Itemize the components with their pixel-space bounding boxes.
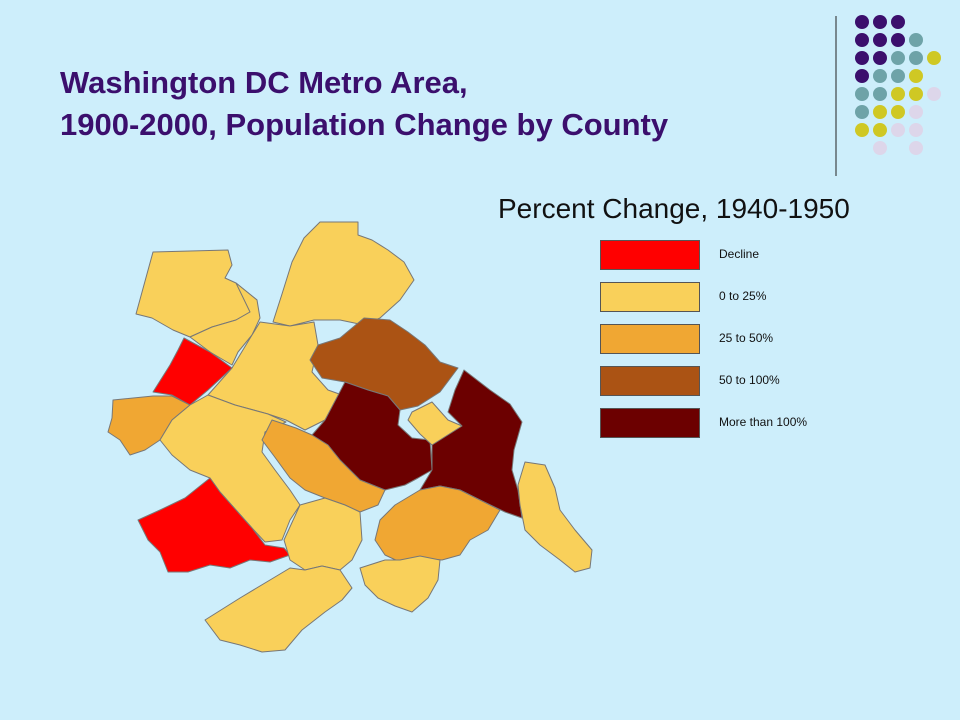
legend-swatch-0-25 [600,282,700,312]
decorative-dot [927,87,941,101]
county-prince-william [261,419,386,513]
county-fairfax-west [159,394,301,543]
legend-item-50-100: 50 to 100% [600,366,900,398]
county-stafford [283,497,363,571]
decorative-dot [909,51,923,65]
decorative-dot [873,15,887,29]
decorative-dot [891,33,905,47]
legend-swatch-50-100 [600,366,700,396]
decorative-dot [891,87,905,101]
legend-item-over-100: More than 100% [600,408,900,440]
decorative-dot [909,123,923,137]
decorative-dot [855,15,869,29]
decorative-dot-grid [835,15,941,176]
decorative-dot [855,123,869,137]
county-spotsylvania [204,565,353,653]
legend-label-decline: Decline [719,247,760,261]
decorative-dot [873,123,887,137]
county-king-george [359,555,441,613]
county-far-west [107,395,191,456]
decorative-dot [873,105,887,119]
decorative-dot [855,105,869,119]
decorative-dot [873,33,887,47]
decorative-dot [891,123,905,137]
county-southeast-peninsula [517,461,593,573]
decorative-dot [891,69,905,83]
decorative-dot [855,51,869,65]
title-line-2: 1900-2000, Population Change by County [60,107,669,142]
county-northwest-south [189,282,261,366]
decorative-dot [873,87,887,101]
map-subtitle: Percent Change, 1940-1950 [498,193,850,224]
decorative-dot [909,87,923,101]
slide-title: Washington DC Metro Area, 1900-2000, Pop… [60,62,820,146]
decorative-dot [909,69,923,83]
decorative-dot [909,105,923,119]
title-line-1: Washington DC Metro Area, [60,65,468,100]
legend-label-25-50: 25 to 50% [719,331,774,345]
legend-label-over-100: More than 100% [719,415,808,429]
legend-label-50-100: 50 to 100% [719,373,780,387]
county-southwest-decline [137,477,291,573]
decorative-dot [855,69,869,83]
decorative-dot [891,51,905,65]
legend-item-0-25: 0 to 25% [600,282,900,314]
legend-item-decline: Decline [600,240,900,272]
decorative-dot [909,141,923,155]
decorative-dot [873,69,887,83]
decorative-dot [909,33,923,47]
decorative-dot [891,15,905,29]
decorative-dot [855,87,869,101]
decorative-dot [891,105,905,119]
decorative-dot [873,51,887,65]
decorative-dot [855,33,869,47]
legend-swatch-decline [600,240,700,270]
county-north [272,221,415,327]
legend-item-25-50: 25 to 50% [600,324,900,356]
county-charles [374,485,501,563]
legend-label-0-25: 0 to 25% [719,289,767,303]
legend-swatch-over-100 [600,408,700,438]
decorative-dot [873,141,887,155]
decorative-dot [927,51,941,65]
legend-swatch-25-50 [600,324,700,354]
county-central-west [207,321,343,431]
